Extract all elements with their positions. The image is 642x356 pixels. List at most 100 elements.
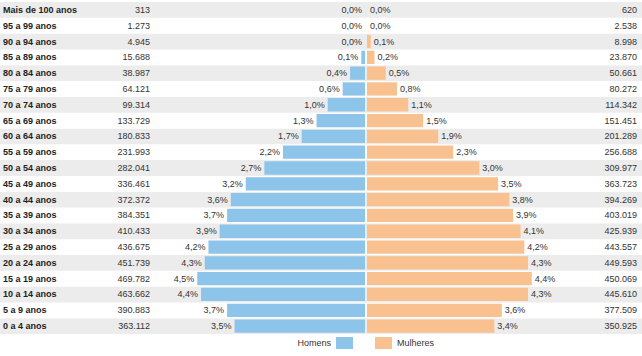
svg-text:95 a 99 anos: 95 a 99 anos xyxy=(3,21,57,31)
svg-text:2.538: 2.538 xyxy=(614,21,637,31)
svg-text:50 a 54 anos: 50 a 54 anos xyxy=(3,163,57,173)
svg-text:377.509: 377.509 xyxy=(604,305,637,315)
svg-text:38.987: 38.987 xyxy=(122,68,150,78)
svg-text:45 a 49 anos: 45 a 49 anos xyxy=(3,179,57,189)
svg-text:449.593: 449.593 xyxy=(604,258,637,268)
svg-text:35 a 39 anos: 35 a 39 anos xyxy=(3,210,57,220)
svg-text:309.977: 309.977 xyxy=(604,163,637,173)
svg-text:80.272: 80.272 xyxy=(609,84,637,94)
svg-text:451.739: 451.739 xyxy=(117,258,150,268)
svg-text:3,9%: 3,9% xyxy=(516,210,537,220)
svg-text:0,2%: 0,2% xyxy=(377,52,398,62)
svg-text:4,2%: 4,2% xyxy=(527,242,548,252)
svg-text:425.939: 425.939 xyxy=(604,226,637,236)
svg-text:350.925: 350.925 xyxy=(604,321,637,331)
svg-text:0,0%: 0,0% xyxy=(341,5,362,15)
svg-text:1,7%: 1,7% xyxy=(278,131,299,141)
svg-text:620: 620 xyxy=(622,5,637,15)
svg-text:0,0%: 0,0% xyxy=(370,5,391,15)
svg-text:15.688: 15.688 xyxy=(122,52,150,62)
svg-text:4,1%: 4,1% xyxy=(524,226,545,236)
svg-text:282.041: 282.041 xyxy=(117,163,150,173)
svg-text:4,3%: 4,3% xyxy=(181,258,202,268)
svg-text:50.661: 50.661 xyxy=(609,68,637,78)
svg-text:75 a 79 anos: 75 a 79 anos xyxy=(3,84,57,94)
svg-text:4,5%: 4,5% xyxy=(174,274,195,284)
svg-text:0,0%: 0,0% xyxy=(341,21,362,31)
svg-text:1,5%: 1,5% xyxy=(426,116,447,126)
svg-text:0,1%: 0,1% xyxy=(374,37,395,47)
svg-text:3,6%: 3,6% xyxy=(207,195,228,205)
svg-text:3,5%: 3,5% xyxy=(211,321,232,331)
svg-text:1.273: 1.273 xyxy=(127,21,150,31)
svg-text:70 a 74 anos: 70 a 74 anos xyxy=(3,100,57,110)
svg-text:469.782: 469.782 xyxy=(117,274,150,284)
svg-text:201.289: 201.289 xyxy=(604,131,637,141)
svg-text:30 a 34 anos: 30 a 34 anos xyxy=(3,226,57,236)
svg-text:Mulheres: Mulheres xyxy=(397,338,435,348)
svg-text:390.883: 390.883 xyxy=(117,305,150,315)
svg-text:60 a 64 anos: 60 a 64 anos xyxy=(3,131,57,141)
svg-text:4,4%: 4,4% xyxy=(535,274,556,284)
svg-text:231.993: 231.993 xyxy=(117,147,150,157)
svg-text:3,5%: 3,5% xyxy=(501,179,522,189)
svg-text:0,8%: 0,8% xyxy=(400,84,421,94)
svg-text:394.269: 394.269 xyxy=(604,195,637,205)
svg-text:3,8%: 3,8% xyxy=(512,195,533,205)
svg-text:436.675: 436.675 xyxy=(117,242,150,252)
svg-text:403.019: 403.019 xyxy=(604,210,637,220)
svg-text:4.945: 4.945 xyxy=(127,37,150,47)
svg-text:15 a 19 anos: 15 a 19 anos xyxy=(3,274,57,284)
svg-text:0,1%: 0,1% xyxy=(338,52,359,62)
svg-text:0 a 4 anos: 0 a 4 anos xyxy=(3,321,47,331)
svg-text:20 a 24 anos: 20 a 24 anos xyxy=(3,258,57,268)
svg-text:0,0%: 0,0% xyxy=(341,37,362,47)
svg-text:3,7%: 3,7% xyxy=(204,305,225,315)
svg-text:1,9%: 1,9% xyxy=(441,131,462,141)
svg-text:372.372: 372.372 xyxy=(117,195,150,205)
svg-text:384.351: 384.351 xyxy=(117,210,150,220)
svg-text:133.729: 133.729 xyxy=(117,116,150,126)
svg-text:0,5%: 0,5% xyxy=(389,68,410,78)
svg-text:55 a 59 anos: 55 a 59 anos xyxy=(3,147,57,157)
svg-text:Mais de 100 anos: Mais de 100 anos xyxy=(3,5,77,15)
svg-text:313: 313 xyxy=(135,5,150,15)
svg-text:25 a 29 anos: 25 a 29 anos xyxy=(3,242,57,252)
svg-text:3,4%: 3,4% xyxy=(497,321,518,331)
svg-text:443.557: 443.557 xyxy=(604,242,637,252)
svg-text:410.433: 410.433 xyxy=(117,226,150,236)
svg-text:1,0%: 1,0% xyxy=(304,100,325,110)
svg-text:40 a 44 anos: 40 a 44 anos xyxy=(3,195,57,205)
svg-text:180.833: 180.833 xyxy=(117,131,150,141)
svg-text:4,3%: 4,3% xyxy=(531,289,552,299)
svg-text:363.723: 363.723 xyxy=(604,179,637,189)
svg-text:4,3%: 4,3% xyxy=(531,258,552,268)
svg-text:3,2%: 3,2% xyxy=(222,179,243,189)
svg-text:3,7%: 3,7% xyxy=(204,210,225,220)
svg-text:450.069: 450.069 xyxy=(604,274,637,284)
svg-text:3,0%: 3,0% xyxy=(482,163,503,173)
svg-text:4,2%: 4,2% xyxy=(185,242,206,252)
svg-text:0,6%: 0,6% xyxy=(319,84,340,94)
svg-text:65 a 69 anos: 65 a 69 anos xyxy=(3,116,57,126)
svg-text:1,1%: 1,1% xyxy=(411,100,432,110)
svg-text:0,0%: 0,0% xyxy=(370,21,391,31)
svg-text:90 a 94 anos: 90 a 94 anos xyxy=(3,37,57,47)
svg-text:2,2%: 2,2% xyxy=(259,147,280,157)
svg-text:Homens: Homens xyxy=(297,338,331,348)
svg-text:151.451: 151.451 xyxy=(604,116,637,126)
svg-text:99.314: 99.314 xyxy=(122,100,150,110)
svg-text:85 a 89 anos: 85 a 89 anos xyxy=(3,52,57,62)
svg-text:256.688: 256.688 xyxy=(604,147,637,157)
svg-text:4,4%: 4,4% xyxy=(177,289,198,299)
svg-text:23.870: 23.870 xyxy=(609,52,637,62)
svg-text:0,4%: 0,4% xyxy=(327,68,348,78)
svg-text:445.610: 445.610 xyxy=(604,289,637,299)
svg-text:363.112: 363.112 xyxy=(118,321,150,331)
svg-text:5 a 9 anos: 5 a 9 anos xyxy=(3,305,47,315)
svg-text:3,9%: 3,9% xyxy=(196,226,217,236)
svg-text:336.461: 336.461 xyxy=(117,179,150,189)
svg-text:8.998: 8.998 xyxy=(614,37,637,47)
svg-text:64.121: 64.121 xyxy=(122,84,150,94)
svg-text:3,6%: 3,6% xyxy=(505,305,526,315)
